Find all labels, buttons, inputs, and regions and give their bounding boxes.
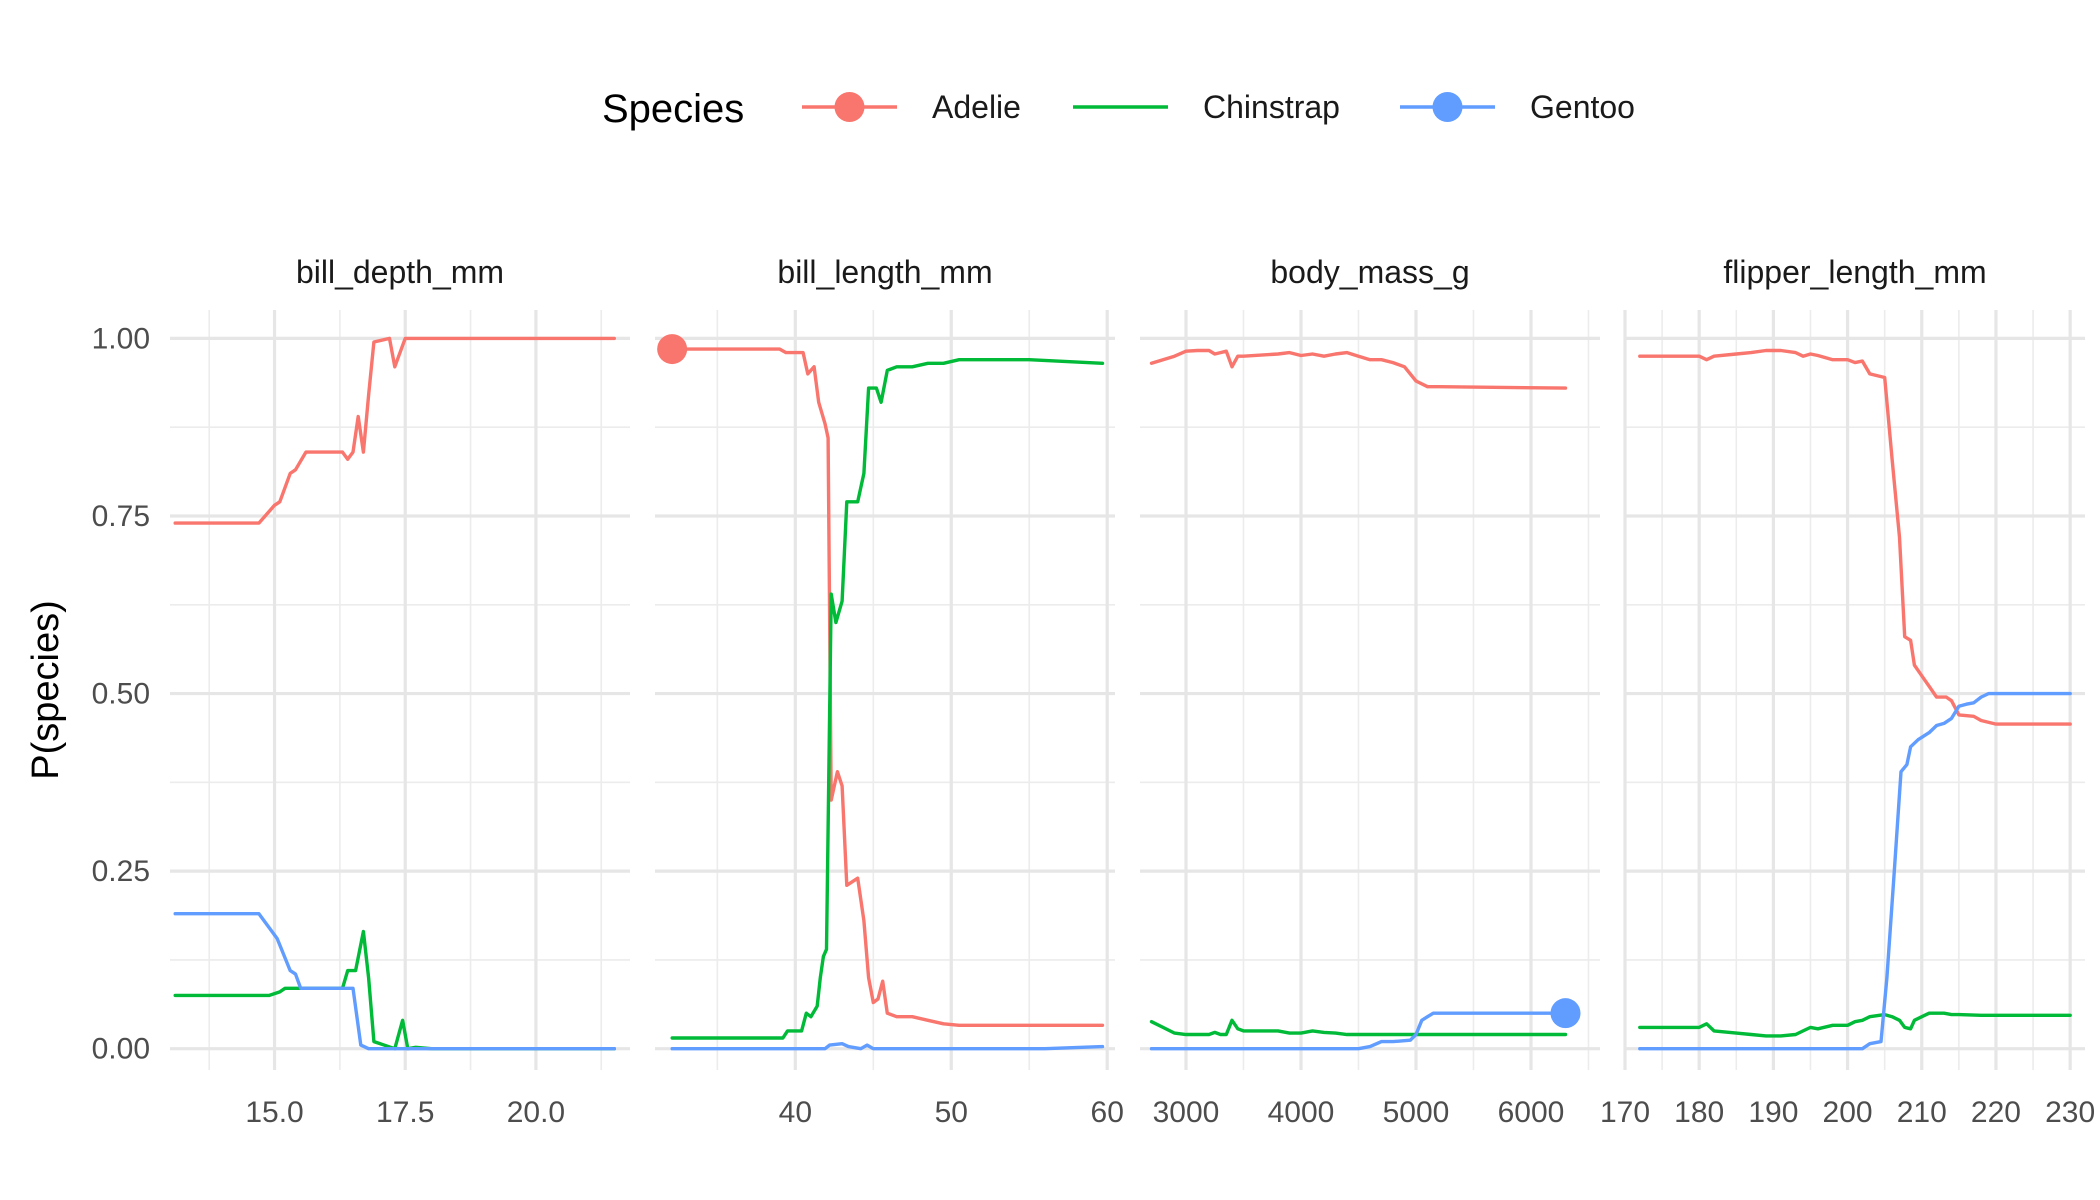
facet-title: bill_depth_mm xyxy=(296,254,504,290)
panel-body-mass-g: body_mass_g 3000 4000 5000 6000 xyxy=(1140,254,1600,1129)
legend-key-point-gentoo xyxy=(1432,92,1463,122)
legend-entry-adelie: Adelie xyxy=(802,89,1021,125)
facet-title: body_mass_g xyxy=(1270,254,1469,290)
x-tick-label: 5000 xyxy=(1383,1096,1450,1129)
legend-entry-chinstrap: Chinstrap xyxy=(1073,89,1340,125)
x-tick-label: 20.0 xyxy=(507,1096,565,1129)
x-tick-label: 170 xyxy=(1600,1096,1650,1129)
series-line-adelie-bill-depth-mm xyxy=(173,336,616,525)
facet-title: flipper_length_mm xyxy=(1723,254,1986,290)
panel-bill-length-mm: bill_length_mm 40 50 60 xyxy=(655,254,1124,1129)
series-line-gentoo-body-mass-g xyxy=(1149,1011,1568,1051)
series-line-chinstrap-bill-length-mm xyxy=(670,358,1105,1040)
series-line-gentoo-bill-length-mm xyxy=(670,1042,1105,1051)
x-tick-label: 3000 xyxy=(1153,1096,1220,1129)
x-tick-label: 230 xyxy=(2045,1096,2095,1129)
series-line-chinstrap-body-mass-g xyxy=(1149,1018,1568,1037)
legend-title: Species xyxy=(602,87,744,131)
y-tick-label: 0.50 xyxy=(92,678,150,711)
facet-panels: bill_depth_mm 15.0 17.5 20.0 bill_length_mm 4… xyxy=(170,254,2095,1129)
series-line-adelie-flipper-length-mm xyxy=(1638,348,2072,726)
y-axis-title: P(species) xyxy=(25,600,67,780)
x-tick-label: 4000 xyxy=(1268,1096,1335,1129)
x-tick-label: 190 xyxy=(1748,1096,1798,1129)
y-tick-label: 0.25 xyxy=(92,855,150,888)
series-line-gentoo-bill-depth-mm xyxy=(173,912,616,1051)
x-tick-label: 15.0 xyxy=(245,1096,303,1129)
x-tick-label: 50 xyxy=(935,1096,968,1129)
series-line-adelie-bill-length-mm xyxy=(670,347,1105,1027)
series-line-gentoo-flipper-length-mm xyxy=(1638,691,2072,1051)
legend-label-adelie: Adelie xyxy=(932,89,1021,125)
y-tick-labels: 0.00 0.25 0.50 0.75 1.00 xyxy=(92,322,150,1065)
facet-title: bill_length_mm xyxy=(777,254,992,290)
y-tick-label: 0.75 xyxy=(92,500,150,533)
x-tick-label: 180 xyxy=(1674,1096,1724,1129)
highlight-point-adelie xyxy=(657,334,688,365)
x-tick-label: 220 xyxy=(1971,1096,2021,1129)
x-tick-label: 17.5 xyxy=(376,1096,434,1129)
legend-key-point-adelie xyxy=(834,92,865,122)
x-tick-label: 200 xyxy=(1823,1096,1873,1129)
panel-flipper-length-mm: flipper_length_mm 170 180 190 200 210 220 230 xyxy=(1600,254,2095,1129)
legend-label-gentoo: Gentoo xyxy=(1530,89,1635,125)
series-line-adelie-body-mass-g xyxy=(1149,348,1568,390)
series-line-chinstrap-flipper-length-mm xyxy=(1638,1011,2072,1038)
x-tick-label: 6000 xyxy=(1498,1096,1565,1129)
highlight-point-gentoo xyxy=(1550,998,1581,1029)
legend-label-chinstrap: Chinstrap xyxy=(1203,89,1340,125)
panel-bill-depth-mm: bill_depth_mm 15.0 17.5 20.0 xyxy=(170,254,630,1129)
x-tick-label: 40 xyxy=(779,1096,812,1129)
x-tick-label: 210 xyxy=(1897,1096,1947,1129)
legend-entry-gentoo: Gentoo xyxy=(1400,89,1635,125)
y-tick-label: 0.00 xyxy=(92,1033,150,1066)
y-tick-label: 1.00 xyxy=(92,322,150,355)
legend: Species Adelie Chinstrap Gentoo xyxy=(602,87,1635,131)
x-tick-label: 60 xyxy=(1091,1096,1124,1129)
